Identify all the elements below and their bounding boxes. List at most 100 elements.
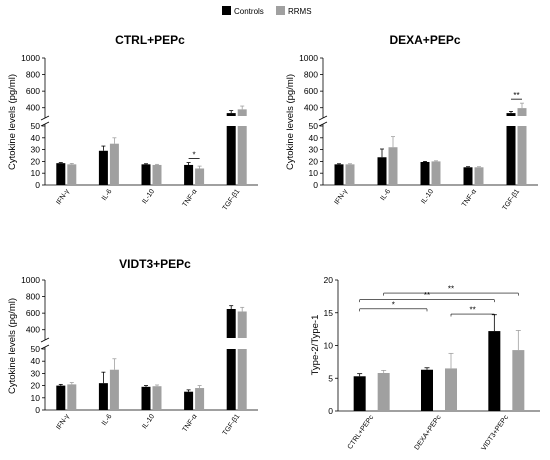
y-tick-label: 5	[328, 373, 333, 383]
y-tick-label: 800	[26, 70, 40, 80]
chart-2-title: DEXA+PEPc	[389, 33, 460, 47]
bar-rrms	[345, 164, 355, 185]
bar-controls	[506, 113, 516, 116]
y-tick-label: 40	[31, 133, 41, 143]
bar-rrms	[195, 388, 205, 410]
legend-swatch-rrms	[276, 6, 285, 15]
x-category-label: CTRL+PEPc	[347, 414, 376, 451]
bar-controls	[226, 349, 236, 410]
x-category-label: IFN-γ	[55, 413, 71, 431]
y-tick-label: 1000	[21, 53, 40, 63]
y-tick-label: 600	[304, 86, 318, 96]
bar-controls	[141, 164, 151, 185]
x-category-label: IL-6	[101, 413, 114, 427]
y-tick-label: 0	[35, 405, 40, 415]
bar-rrms	[512, 350, 525, 411]
chart-3-ylabel: Cytokine levels (pg/ml)	[7, 298, 18, 394]
bar-controls	[226, 126, 236, 185]
x-category-label: IL-10	[420, 188, 435, 205]
bar-rrms	[377, 373, 390, 411]
x-category-label: IL-6	[379, 188, 392, 202]
bar-rrms	[237, 311, 247, 338]
y-tick-label: 0	[35, 180, 40, 190]
legend-label-rrms: RRMS	[288, 7, 312, 16]
x-category-label: IL-10	[141, 413, 156, 430]
x-category-label: TGF-β1	[222, 413, 242, 437]
legend-swatch-controls	[222, 6, 231, 15]
x-category-label: IL-10	[141, 188, 156, 205]
axis-break-mark	[318, 121, 328, 127]
x-category-label: DEXA+PEPc	[414, 414, 443, 452]
y-tick-label: 10	[309, 168, 319, 178]
y-tick-label: 50	[309, 121, 319, 131]
bar-rrms	[388, 147, 398, 185]
y-tick-label: 30	[31, 145, 41, 155]
bar-controls	[226, 113, 236, 116]
y-tick-label: 20	[309, 156, 319, 166]
y-tick-label: 20	[31, 156, 41, 166]
bar-controls	[141, 386, 151, 410]
x-category-label: VIDT3+PEPc	[480, 414, 510, 452]
y-tick-label: 400	[304, 103, 318, 113]
y-tick-label: 800	[26, 292, 40, 302]
y-tick-label: 0	[328, 406, 333, 416]
bar-controls	[488, 331, 501, 411]
axis-break-mark	[40, 344, 50, 350]
bar-controls	[420, 161, 430, 185]
x-category-label: IL-6	[101, 188, 114, 202]
x-category-label: TNF-α	[461, 188, 478, 208]
chart-3-plot: 0 10 20 30 40 50 400 600 800 1000 IFN-γ IL-6 IL-10 TN…	[21, 275, 258, 437]
bar-controls	[463, 167, 473, 185]
legend-label-controls: Controls	[234, 7, 264, 16]
bar-controls	[184, 164, 194, 185]
y-tick-label: 40	[309, 133, 319, 143]
y-tick-label: 15	[324, 308, 334, 318]
bar-rrms	[517, 108, 527, 116]
y-tick-label: 20	[324, 275, 334, 285]
bar-rrms	[109, 143, 119, 185]
significance-label: **	[513, 91, 519, 100]
bar-rrms	[237, 349, 247, 410]
bar-controls	[421, 369, 433, 411]
bar-controls	[334, 164, 344, 185]
x-category-label: TNF-α	[182, 413, 199, 433]
x-category-label: TNF-α	[182, 188, 199, 208]
bar-rrms	[109, 369, 119, 410]
y-tick-label: 20	[31, 381, 41, 391]
bar-controls	[226, 309, 236, 338]
x-category-label: TGF-β1	[222, 188, 242, 212]
significance-label: *	[392, 300, 395, 309]
significance-label: **	[448, 285, 454, 294]
y-tick-label: 400	[26, 103, 40, 113]
y-tick-label: 1000	[299, 53, 318, 63]
y-tick-label: 40	[31, 356, 41, 366]
bar-controls	[98, 150, 108, 185]
bar-rrms	[195, 168, 205, 185]
bar-controls	[506, 126, 516, 185]
bar-rrms	[67, 164, 77, 185]
bar-controls	[353, 376, 366, 411]
bar-controls	[377, 157, 387, 185]
axis-break-mark	[40, 115, 50, 121]
y-tick-label: 600	[26, 86, 40, 96]
y-tick-label: 1000	[21, 275, 40, 285]
y-tick-label: 400	[26, 325, 40, 335]
significance-label: **	[470, 306, 476, 315]
y-tick-label: 600	[26, 308, 40, 318]
chart-3-title: VIDT3+PEPc	[119, 257, 191, 271]
bar-rrms	[445, 368, 457, 411]
significance-label: **	[424, 291, 430, 300]
y-tick-label: 10	[31, 168, 41, 178]
y-tick-label: 30	[309, 145, 319, 155]
x-category-label: IFN-γ	[334, 188, 350, 206]
bar-controls	[56, 385, 66, 410]
chart-4-ylabel: Type-2/Type-1	[310, 315, 321, 376]
legend: Controls RRMS	[222, 6, 312, 16]
y-tick-label: 30	[31, 368, 41, 378]
bar-rrms	[67, 384, 77, 410]
bar-rrms	[152, 164, 162, 185]
